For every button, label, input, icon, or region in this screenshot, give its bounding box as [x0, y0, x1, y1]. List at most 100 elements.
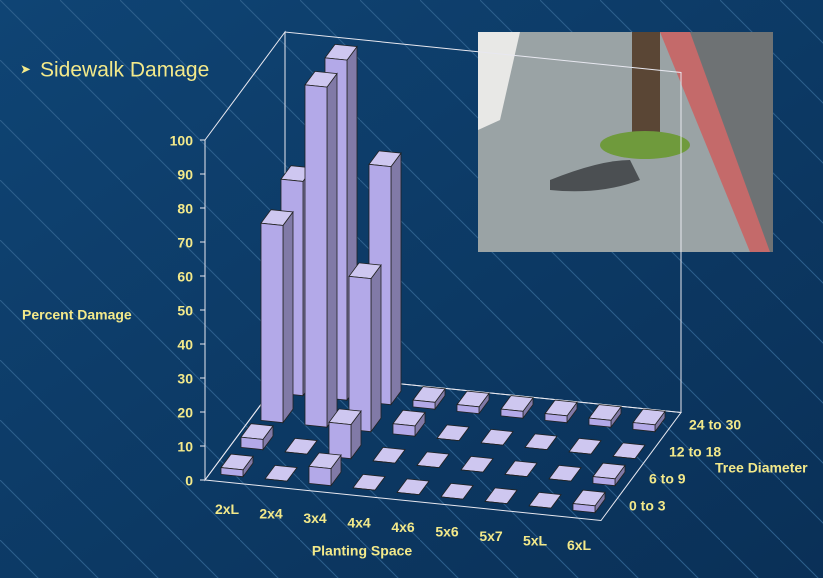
bar-front [348, 275, 372, 433]
bar [500, 395, 534, 420]
bar-front [528, 505, 552, 509]
bar [588, 404, 622, 429]
x-tick-label: 5x7 [479, 528, 503, 544]
bar-front [500, 408, 524, 419]
bar-front [588, 417, 612, 428]
legend-label: 12 to 18 [669, 444, 721, 460]
plot: 0 10 20 30 40 50 60 70 80 90 100 2xL 2x4 3x4 4x4 4x6 5x6… [170, 30, 741, 553]
bar-front [632, 422, 656, 433]
bar [264, 464, 298, 482]
bar [260, 209, 294, 424]
bar-front [392, 423, 416, 437]
bar-front [568, 451, 592, 455]
bar [328, 408, 362, 460]
y-tick-label: 30 [177, 371, 193, 387]
bar-front [504, 473, 528, 478]
bar-side [282, 210, 294, 424]
x-tick-label: 2xL [215, 501, 240, 517]
x-tick-label: 4x6 [391, 519, 415, 535]
bar-front [284, 451, 308, 455]
bar [392, 409, 426, 438]
bar-front [372, 460, 396, 464]
legend-label: 6 to 9 [649, 471, 686, 487]
bar [568, 437, 602, 455]
bar-side [326, 72, 338, 429]
bar [440, 482, 474, 500]
bar [304, 70, 338, 429]
bar-front [396, 491, 420, 496]
x-tick-label: 3x4 [303, 510, 327, 526]
bar [436, 424, 470, 442]
bar-front [264, 478, 288, 482]
bar-front [260, 222, 284, 424]
bar-front [416, 464, 440, 469]
bar-front [544, 413, 568, 424]
bar-front [412, 399, 436, 410]
y-tick-label: 0 [185, 473, 193, 489]
bar [504, 460, 538, 478]
bar [612, 442, 646, 460]
bar-front [480, 442, 504, 446]
bar [416, 451, 450, 469]
bar-front [484, 500, 508, 505]
bar-front [304, 84, 328, 428]
bar [484, 487, 518, 505]
y-tick-label: 20 [177, 405, 193, 421]
bar-front [240, 436, 264, 451]
bar [480, 428, 514, 446]
y-tick-label: 80 [177, 201, 193, 217]
bar-front [524, 446, 548, 451]
bar [544, 399, 578, 424]
bar-front [548, 478, 572, 482]
y-tick-label: 50 [177, 303, 193, 319]
bar [592, 462, 626, 487]
z-axis-label: Tree Diameter [715, 460, 808, 476]
bar-front [436, 437, 460, 442]
y-tick-label: 70 [177, 235, 193, 251]
bar [240, 423, 274, 451]
bar-front [220, 467, 244, 478]
title: Sidewalk Damage [40, 59, 209, 82]
y-tick-label: 90 [177, 167, 193, 183]
bar-front [328, 421, 352, 460]
legend-label: 0 to 3 [629, 498, 666, 514]
photo [478, 32, 773, 252]
x-tick-label: 4x4 [347, 514, 371, 530]
x-tick-label: 2x4 [259, 505, 283, 521]
x-tick-label: 5x6 [435, 523, 459, 539]
bar [524, 433, 558, 451]
bar-front [592, 476, 616, 487]
bar-front [440, 496, 464, 500]
bar [308, 452, 342, 487]
bar [572, 489, 606, 514]
y-axis-label: Percent Damage [22, 307, 132, 323]
bar-front [456, 404, 480, 415]
bar [220, 453, 254, 478]
back-wall [284, 31, 682, 414]
bar-front [572, 503, 596, 514]
bar-front [460, 469, 484, 473]
bar-side [370, 263, 382, 433]
y-tick-label: 10 [177, 439, 193, 455]
bar [548, 464, 582, 482]
bar [396, 478, 430, 496]
x-axis-label: Planting Space [312, 543, 413, 559]
bar [632, 408, 666, 433]
bar [352, 473, 386, 491]
bar [528, 491, 562, 509]
legend-label: 24 to 30 [689, 417, 741, 433]
bar [456, 390, 490, 415]
y-tick-label: 40 [177, 337, 193, 353]
bar-front [308, 465, 332, 487]
bar [412, 386, 446, 411]
x-tick-label: 5xL [523, 532, 548, 548]
y-tick-label: 60 [177, 269, 193, 285]
bar [348, 262, 382, 433]
x-tick-label: 6xL [567, 537, 592, 553]
bar-side [390, 151, 402, 406]
bar-front [612, 455, 636, 460]
bar [460, 455, 494, 473]
bar [372, 446, 406, 464]
bar [284, 437, 318, 455]
